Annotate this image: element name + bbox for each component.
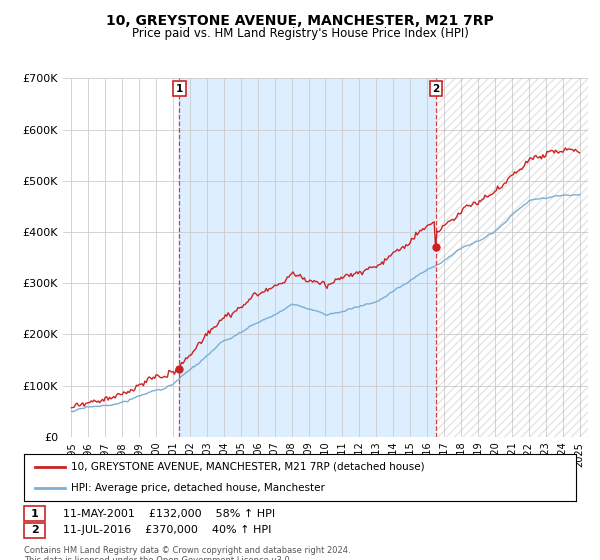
Text: 11-MAY-2001    £132,000    58% ↑ HPI: 11-MAY-2001 £132,000 58% ↑ HPI	[63, 508, 275, 519]
Text: 10, GREYSTONE AVENUE, MANCHESTER, M21 7RP: 10, GREYSTONE AVENUE, MANCHESTER, M21 7R…	[106, 14, 494, 28]
Text: 11-JUL-2016    £370,000    40% ↑ HPI: 11-JUL-2016 £370,000 40% ↑ HPI	[63, 525, 271, 535]
Text: 1: 1	[176, 84, 183, 94]
Text: Contains HM Land Registry data © Crown copyright and database right 2024.
This d: Contains HM Land Registry data © Crown c…	[24, 546, 350, 560]
Text: 10, GREYSTONE AVENUE, MANCHESTER, M21 7RP (detached house): 10, GREYSTONE AVENUE, MANCHESTER, M21 7R…	[71, 462, 425, 472]
Bar	[179, 78, 436, 437]
Text: HPI: Average price, detached house, Manchester: HPI: Average price, detached house, Manc…	[71, 483, 325, 493]
Bar	[436, 78, 588, 437]
Text: 1: 1	[31, 508, 38, 519]
Text: 2: 2	[31, 525, 38, 535]
Text: 2: 2	[433, 84, 440, 94]
Bar	[436, 78, 588, 437]
Text: Price paid vs. HM Land Registry's House Price Index (HPI): Price paid vs. HM Land Registry's House …	[131, 27, 469, 40]
